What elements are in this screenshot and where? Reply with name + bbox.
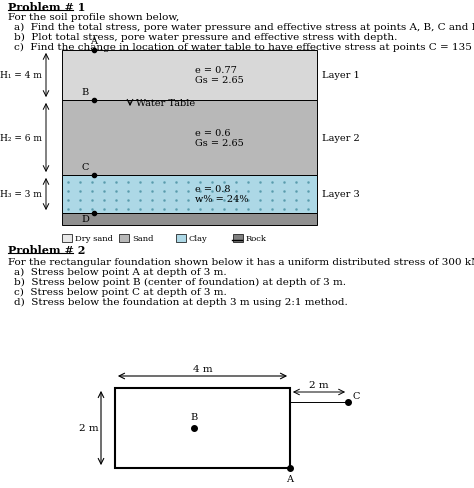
- Text: c)  Find the change in location of water table to have effective stress at point: c) Find the change in location of water …: [14, 43, 474, 52]
- Text: Layer 2: Layer 2: [322, 134, 360, 142]
- Text: For the soil profile shown below,: For the soil profile shown below,: [8, 13, 179, 22]
- Text: Gs = 2.65: Gs = 2.65: [195, 76, 243, 85]
- Text: 4 m: 4 m: [193, 364, 212, 373]
- Text: b)  Plot total stress, pore water pressure and effective stress with depth.: b) Plot total stress, pore water pressur…: [14, 33, 397, 42]
- Text: a)  Stress below point A at depth of 3 m.: a) Stress below point A at depth of 3 m.: [14, 267, 227, 277]
- Text: b)  Stress below point B (center of foundation) at depth of 3 m.: b) Stress below point B (center of found…: [14, 278, 346, 286]
- Text: H₁ = 4 m: H₁ = 4 m: [0, 71, 42, 81]
- Text: Layer 3: Layer 3: [322, 190, 360, 199]
- Bar: [62, 101, 317, 176]
- Text: C: C: [353, 391, 360, 400]
- Bar: [176, 235, 186, 243]
- Text: c)  Stress below point C at depth of 3 m.: c) Stress below point C at depth of 3 m.: [14, 287, 227, 297]
- Bar: [62, 235, 72, 243]
- Text: e = 0.77: e = 0.77: [195, 66, 237, 75]
- Text: Dry sand: Dry sand: [75, 235, 113, 243]
- Text: B: B: [191, 412, 198, 421]
- Text: Problem # 2: Problem # 2: [8, 244, 85, 256]
- Text: D: D: [81, 215, 89, 224]
- Text: H₃ = 3 m: H₃ = 3 m: [0, 190, 42, 199]
- Text: A: A: [91, 37, 98, 46]
- Bar: [119, 235, 129, 243]
- Text: Gs = 2.65: Gs = 2.65: [195, 139, 243, 148]
- Text: Rock: Rock: [246, 235, 267, 243]
- Text: Water Table: Water Table: [136, 99, 195, 108]
- Text: 2 m: 2 m: [309, 380, 329, 389]
- Text: H₂ = 6 m: H₂ = 6 m: [0, 134, 42, 142]
- Text: d)  Stress below the foundation at depth 3 m using 2:1 method.: d) Stress below the foundation at depth …: [14, 297, 348, 306]
- Text: Problem # 1: Problem # 1: [8, 2, 85, 13]
- Bar: [62, 176, 317, 214]
- Text: B: B: [82, 88, 89, 97]
- Text: C: C: [82, 163, 89, 172]
- Bar: [62, 51, 317, 101]
- Text: a)  Find the total stress, pore water pressure and effective stress at points A,: a) Find the total stress, pore water pre…: [14, 23, 474, 32]
- Text: A: A: [286, 474, 293, 483]
- Text: e = 0.8: e = 0.8: [195, 185, 230, 194]
- Text: e = 0.6: e = 0.6: [195, 129, 230, 138]
- Text: Layer 1: Layer 1: [322, 71, 360, 81]
- Text: Sand: Sand: [132, 235, 154, 243]
- Text: For the rectangular foundation shown below it has a uniform distributed stress o: For the rectangular foundation shown bel…: [8, 258, 474, 266]
- Text: 2 m: 2 m: [79, 424, 99, 433]
- Bar: [62, 214, 317, 225]
- Text: w% = 24%: w% = 24%: [195, 195, 248, 204]
- Bar: [115, 388, 290, 468]
- Text: Clay: Clay: [189, 235, 208, 243]
- Bar: [233, 235, 243, 243]
